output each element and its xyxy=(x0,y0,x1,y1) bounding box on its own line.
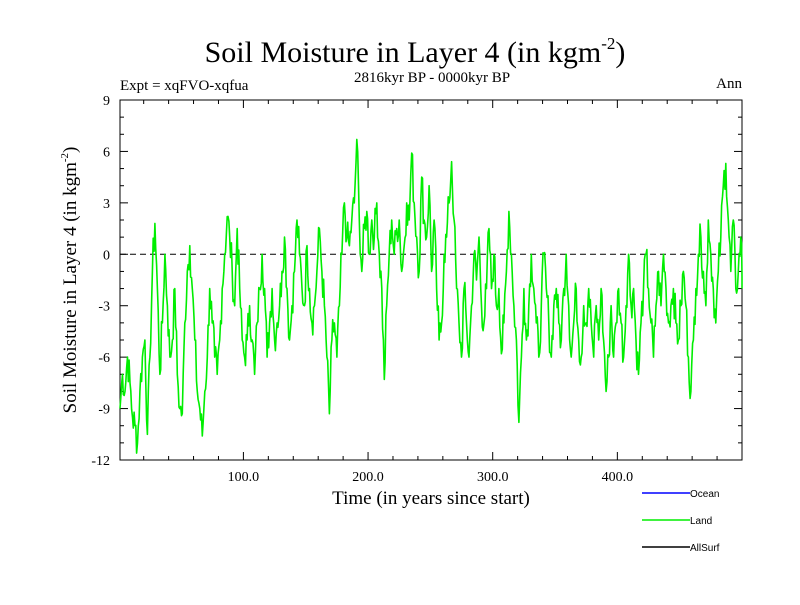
y-axis-label-main: Soil Moisture in Layer 4 (in kgm xyxy=(60,162,81,413)
chart-title-exponent: -2 xyxy=(601,34,615,53)
period-label: Ann xyxy=(716,76,742,92)
y-axis-label-close: ) xyxy=(60,147,81,153)
experiment-label: Expt = xqFVO-xqfua xyxy=(120,78,249,94)
y-tick-label: -12 xyxy=(91,454,110,469)
y-tick-label: 0 xyxy=(103,248,110,263)
y-axis-label-exponent: -2 xyxy=(59,153,71,162)
y-tick-label: 6 xyxy=(103,145,110,160)
chart-subtitle: 2816kyr BP - 0000kyr BP xyxy=(354,70,510,86)
axis-tick-labels: -12 -9 -6 -3 0 3 6 9 100.0 200.0 300.0 400.0 xyxy=(91,94,633,485)
plot-frame xyxy=(119,99,743,461)
chart-title: Soil Moisture in Layer 4 (in kgm-2) xyxy=(205,34,626,69)
x-tick-label: 100.0 xyxy=(228,470,260,485)
axis-ticks xyxy=(120,99,742,461)
series-line-land xyxy=(119,138,743,454)
x-tick-label: 400.0 xyxy=(602,470,634,485)
chart-title-close: ) xyxy=(615,36,625,69)
y-axis-label: Soil Moisture in Layer 4 (in kgm-2) xyxy=(59,147,81,414)
legend-label-ocean: Ocean xyxy=(690,489,719,500)
y-tick-label: -6 xyxy=(98,351,110,366)
legend-label-land: Land xyxy=(690,516,712,527)
y-tick-label: -9 xyxy=(98,403,110,418)
x-axis-label: Time (in years since start) xyxy=(332,488,530,509)
y-tick-label: -3 xyxy=(98,300,110,315)
y-tick-label: 9 xyxy=(103,94,110,109)
x-tick-label: 300.0 xyxy=(477,470,509,485)
x-tick-label: 200.0 xyxy=(352,470,384,485)
legend-label-allsurf: AllSurf xyxy=(690,543,720,554)
chart-legend: Ocean Land AllSurf xyxy=(642,489,720,554)
chart-title-main: Soil Moisture in Layer 4 (in kgm xyxy=(205,36,602,69)
y-tick-label: 3 xyxy=(103,197,110,212)
